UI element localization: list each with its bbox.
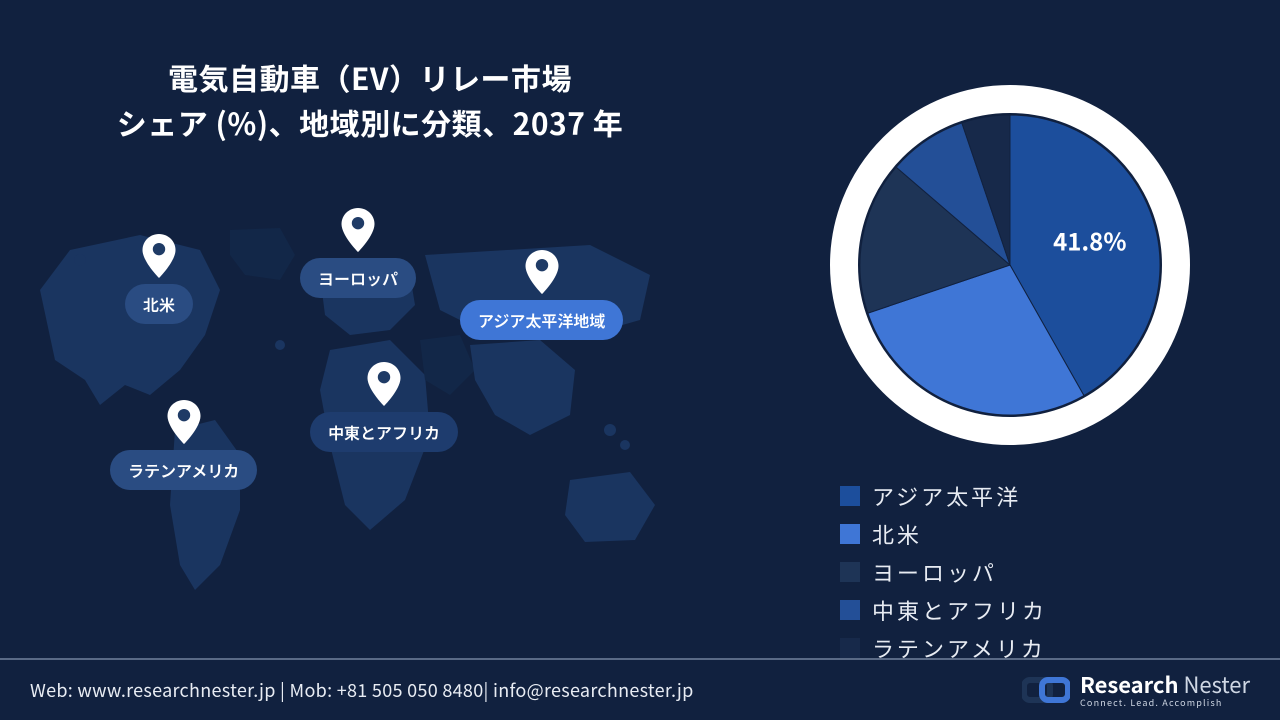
legend-swatch <box>840 638 860 658</box>
map-pin-icon <box>525 250 559 294</box>
legend-label: 中東とアフリカ <box>872 594 1047 626</box>
pie-svg: 41.8% <box>820 75 1200 455</box>
logo-name: Research Nester <box>1080 673 1250 695</box>
world-map: 北米 ヨーロッパ アジア太平洋地域 中東とアフリカ ラテンアメリカ <box>30 220 670 600</box>
map-pin-icon <box>341 208 375 252</box>
map-pin-mea: 中東とアフリカ <box>310 362 458 452</box>
market-share-pie: 41.8% <box>820 75 1200 455</box>
title-line1: 電気自動車（EV）リレー市場 <box>70 55 670 100</box>
map-pin-icon <box>167 400 201 444</box>
map-pin-label: 中東とアフリカ <box>310 412 458 452</box>
map-pin-label: アジア太平洋地域 <box>460 300 623 340</box>
legend-label: アジア太平洋 <box>872 480 1021 512</box>
page-title: 電気自動車（EV）リレー市場 シェア (%)、地域別に分類、2037 年 <box>70 55 670 145</box>
map-pin-label: 北米 <box>125 284 193 324</box>
legend-item: 中東とアフリカ <box>840 594 1160 626</box>
brand-logo: Research Nester Connect. Lead. Accomplis… <box>1022 672 1250 708</box>
map-pin-icon <box>367 362 401 406</box>
footer: Web: www.researchnester.jp | Mob: +81 50… <box>0 658 1280 720</box>
legend-item: ヨーロッパ <box>840 556 1160 588</box>
map-pin-na: 北米 <box>125 234 193 324</box>
map-pin-icon <box>142 234 176 278</box>
legend-swatch <box>840 562 860 582</box>
map-pin-la: ラテンアメリカ <box>110 400 257 490</box>
map-pin-apac: アジア太平洋地域 <box>460 250 623 340</box>
logo-icon <box>1022 672 1070 708</box>
legend-label: 北米 <box>872 518 922 550</box>
pie-slice-label: 41.8% <box>1053 222 1126 257</box>
legend-swatch <box>840 524 860 544</box>
legend-item: アジア太平洋 <box>840 480 1160 512</box>
legend-item: 北米 <box>840 518 1160 550</box>
legend-label: ヨーロッパ <box>872 556 997 588</box>
legend-swatch <box>840 486 860 506</box>
map-pin-label: ラテンアメリカ <box>110 450 257 490</box>
logo-text: Research Nester Connect. Lead. Accomplis… <box>1080 673 1250 707</box>
map-pin-label: ヨーロッパ <box>300 258 416 298</box>
footer-contact: Web: www.researchnester.jp | Mob: +81 50… <box>30 677 694 703</box>
map-pin-eu: ヨーロッパ <box>300 208 416 298</box>
legend-swatch <box>840 600 860 620</box>
pie-legend: アジア太平洋 北米 ヨーロッパ 中東とアフリカ ラテンアメリカ <box>840 480 1160 670</box>
logo-tagline: Connect. Lead. Accomplish <box>1080 698 1250 707</box>
title-line2: シェア (%)、地域別に分類、2037 年 <box>70 100 670 145</box>
